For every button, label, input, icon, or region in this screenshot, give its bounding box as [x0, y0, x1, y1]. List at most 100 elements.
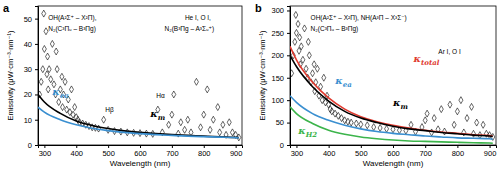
- y-tick-label: 50: [24, 15, 32, 24]
- data-point: [216, 104, 220, 111]
- data-point: [47, 66, 51, 73]
- data-point: [46, 53, 50, 60]
- x-tick-label: 800: [198, 149, 211, 158]
- data-point: [294, 11, 298, 18]
- annotation: Hβ: [105, 106, 114, 114]
- data-point: [299, 43, 303, 50]
- y-tick: 40: [24, 40, 38, 49]
- data-point: [349, 119, 353, 126]
- y-tick: 10: [24, 116, 38, 125]
- data-point: [50, 40, 54, 47]
- data-point: [448, 101, 452, 108]
- data-point: [452, 121, 456, 128]
- data-point: [183, 126, 187, 133]
- y-tick-mark: [287, 10, 290, 11]
- curve: [290, 46, 493, 136]
- data-point: [293, 38, 297, 45]
- data-point: [172, 91, 176, 98]
- data-point: [312, 61, 316, 68]
- y-tick-mark: [287, 78, 290, 79]
- x-tick-label: 500: [355, 149, 368, 158]
- curve-label: κea: [334, 75, 352, 89]
- panel-label: b: [255, 2, 262, 14]
- curve: [290, 55, 493, 136]
- annotation: N₂(C³Πᵤ – B³Πg): [311, 25, 359, 33]
- data-point: [69, 86, 73, 93]
- y-tick: 250: [271, 29, 290, 38]
- curve: [290, 96, 493, 139]
- data-point: [372, 124, 376, 131]
- data-point: [311, 70, 315, 77]
- data-point: [186, 116, 190, 123]
- data-point: [455, 108, 459, 115]
- y-tick-label: 10: [24, 116, 32, 125]
- x-tick-label: 400: [323, 149, 336, 158]
- data-point: [365, 122, 369, 129]
- x-tick-label: 300: [291, 149, 304, 158]
- x-tick: 900: [484, 145, 497, 158]
- data-point: [307, 52, 311, 59]
- y-tick-mark: [287, 33, 290, 34]
- y-tick: 300: [271, 6, 290, 15]
- y-tick-label: 100: [271, 96, 284, 105]
- scatter-series: [38, 10, 241, 141]
- y-tick: 200: [271, 51, 290, 60]
- x-tick: 400: [70, 145, 83, 158]
- x-tick: 800: [452, 145, 465, 158]
- x-tick: 400: [323, 145, 336, 158]
- y-tick: 0: [280, 141, 290, 150]
- y-tick-label: 30: [24, 65, 32, 74]
- annotation: Hα: [156, 92, 165, 99]
- y-tick: 20: [24, 90, 38, 99]
- x-tick: 700: [419, 145, 432, 158]
- data-point: [167, 121, 171, 128]
- data-point: [294, 29, 298, 36]
- data-point: [315, 65, 319, 72]
- curve-label: κm: [392, 97, 408, 111]
- x-tick: 600: [134, 145, 147, 158]
- data-point: [470, 103, 474, 110]
- data-point: [60, 73, 64, 80]
- y-axis: 050100150200250300: [271, 6, 290, 150]
- data-point: [211, 116, 215, 123]
- scatter-series: [290, 11, 495, 140]
- data-point: [465, 115, 469, 122]
- data-point: [41, 66, 45, 73]
- x-tick: 600: [387, 145, 400, 158]
- y-tick-label: 0: [28, 141, 32, 150]
- data-point: [423, 117, 427, 124]
- annotation: N₂(C³Πᵤ – B³Πg): [48, 25, 96, 33]
- data-point: [459, 97, 463, 104]
- data-point: [61, 104, 65, 111]
- curve: [290, 107, 493, 143]
- y-tick-label: 20: [24, 90, 32, 99]
- y-axis-title: Emissivity (μW·cm⁻³·nm⁻¹): [6, 30, 15, 121]
- x-tick: 900: [230, 145, 243, 158]
- y-tick-label: 0: [280, 141, 284, 150]
- data-point: [170, 111, 174, 118]
- plot-frame: [38, 6, 242, 145]
- data-point: [46, 86, 50, 93]
- panel-label: a: [3, 2, 10, 14]
- curve: [38, 107, 239, 138]
- y-tick-mark: [35, 44, 38, 45]
- data-point: [42, 10, 46, 17]
- data-point: [306, 38, 310, 45]
- y-tick-mark: [35, 19, 38, 20]
- x-tick-label: 700: [419, 149, 432, 158]
- x-axis-title: Wavelength (nm): [110, 159, 171, 168]
- data-point: [73, 104, 77, 111]
- y-tick: 50: [276, 118, 290, 127]
- data-point: [322, 74, 326, 81]
- data-point: [42, 45, 46, 52]
- data-point: [378, 124, 382, 131]
- chart: 30040050060070080090001020304050Waveleng…: [0, 0, 500, 171]
- y-tick-mark: [35, 120, 38, 121]
- x-tick: 800: [198, 145, 211, 158]
- x-axis: 300400500600700800900: [39, 145, 243, 158]
- x-tick-label: 900: [484, 149, 497, 158]
- data-point: [208, 126, 212, 133]
- x-tick-label: 600: [134, 149, 147, 158]
- data-point: [218, 129, 222, 136]
- x-tick-label: 300: [39, 149, 52, 158]
